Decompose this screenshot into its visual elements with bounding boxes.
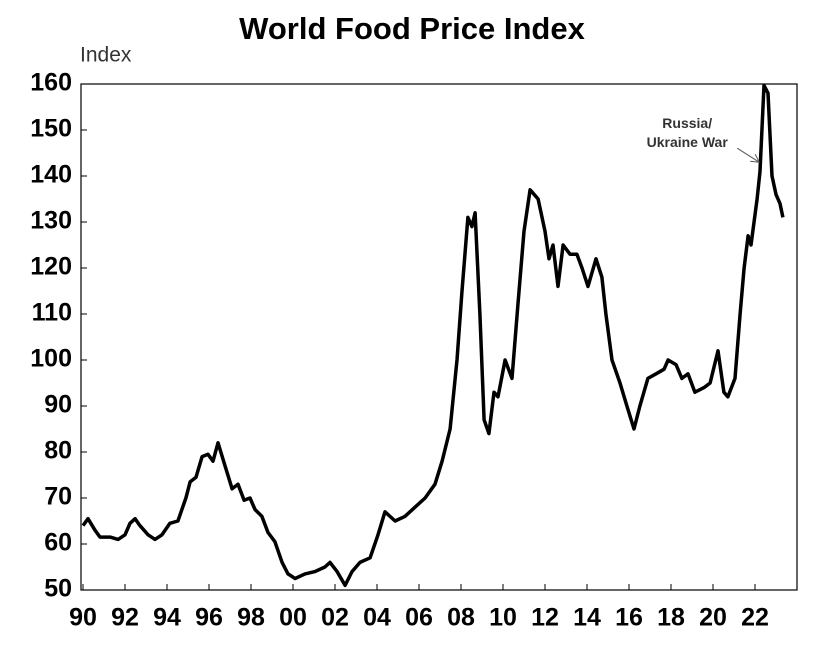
x-tick-label: 22: [741, 604, 769, 632]
annotation-text: Russia/: [662, 115, 712, 131]
x-tick-label: 98: [237, 604, 265, 632]
x-tick-label: 18: [657, 604, 685, 632]
y-tick-label: 130: [30, 207, 72, 235]
x-tick-label: 00: [279, 604, 307, 632]
annotation-text: Ukraine War: [647, 134, 729, 150]
y-tick-label: 110: [32, 299, 72, 327]
y-tick-label: 100: [30, 345, 72, 373]
y-tick-label: 70: [44, 483, 72, 511]
annotation-arrow: [736, 147, 760, 163]
x-tick-label: 06: [405, 604, 433, 632]
y-tick-label: 140: [30, 161, 72, 189]
y-tick-label: 150: [30, 115, 72, 143]
x-tick-label: 12: [531, 604, 559, 632]
x-tick-label: 14: [573, 604, 601, 632]
chart-title: World Food Price Index: [239, 11, 585, 46]
x-tick-label: 90: [69, 604, 97, 632]
x-tick-label: 08: [447, 604, 475, 632]
y-tick-label: 120: [30, 253, 72, 281]
y-tick-label: 60: [44, 529, 72, 557]
annotation-arrowhead: [750, 153, 760, 163]
y-tick-label: 90: [44, 391, 72, 419]
x-tick-label: 92: [111, 604, 139, 632]
x-tick-label: 02: [321, 604, 349, 632]
x-tick-label: 94: [153, 604, 181, 632]
plot-frame: [80, 83, 798, 591]
y-tick-label: 80: [44, 437, 72, 465]
y-tick-label: 160: [30, 69, 72, 97]
x-tick-label: 96: [195, 604, 223, 632]
x-tick-label: 04: [363, 604, 391, 632]
x-tick-label: 16: [615, 604, 643, 632]
data-line: [81, 83, 785, 588]
x-tick-label: 20: [699, 604, 727, 632]
x-tick-label: 10: [489, 604, 517, 632]
y-tick-label: 50: [44, 575, 72, 603]
y-axis-label: Index: [80, 44, 132, 67]
